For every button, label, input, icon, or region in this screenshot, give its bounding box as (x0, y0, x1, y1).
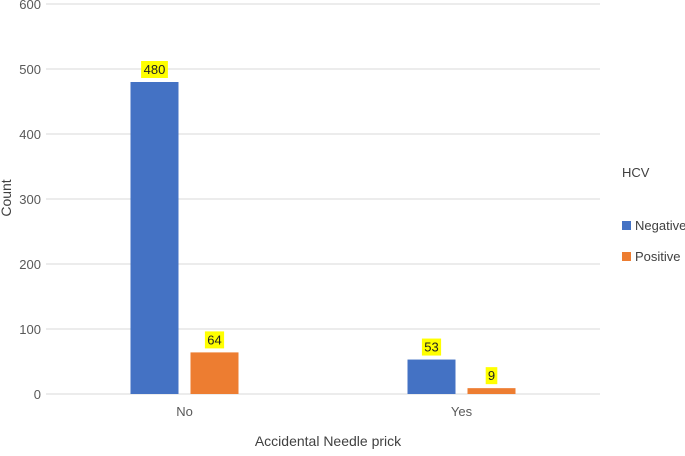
x-axis-label: Accidental Needle prick (255, 433, 402, 449)
data-label-highlight (421, 338, 442, 356)
data-label-highlight (485, 367, 498, 385)
data-labels: 480 64 53 9 (141, 61, 498, 385)
legend-swatch (622, 252, 631, 261)
bar-positive-yes (467, 388, 516, 394)
y-tick-label: 300 (19, 192, 41, 207)
bar-positive-no (190, 352, 239, 394)
x-tick-label: No (176, 404, 193, 419)
legend: HCV Negative Positive (622, 165, 685, 264)
axes: 0 100 200 300 400 500 600 No Yes (19, 0, 472, 419)
data-label: 9 (488, 368, 495, 383)
legend-label: Positive (635, 249, 681, 264)
bar-negative-no (130, 82, 179, 394)
legend-title: HCV (622, 165, 650, 180)
y-tick-label: 200 (19, 257, 41, 272)
y-tick-label: 600 (19, 0, 41, 12)
data-label-highlight (204, 331, 225, 349)
data-label-highlight (141, 61, 168, 78)
bars (130, 82, 516, 394)
data-label: 53 (424, 340, 438, 355)
data-label: 64 (207, 332, 221, 347)
y-tick-label: 100 (19, 322, 41, 337)
y-tick-label: 400 (19, 127, 41, 142)
legend-items: Negative Positive (622, 218, 685, 264)
y-tick-label: 500 (19, 62, 41, 77)
data-label: 480 (144, 62, 166, 77)
legend-swatch (622, 221, 631, 230)
bar-negative-yes (407, 359, 456, 394)
y-tick-label: 0 (34, 387, 41, 402)
gridlines (46, 3, 600, 395)
x-tick-label: Yes (451, 404, 473, 419)
y-axis-label: Count (0, 179, 14, 216)
legend-label: Negative (635, 218, 685, 233)
